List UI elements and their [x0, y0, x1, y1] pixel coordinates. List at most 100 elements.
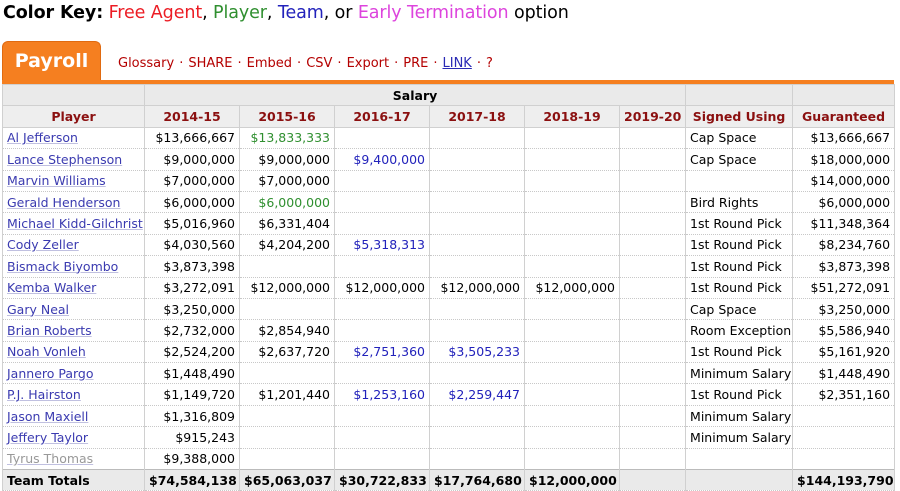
player-cell: P.J. Hairston — [2, 383, 145, 406]
tab-payroll[interactable]: Payroll — [2, 41, 101, 80]
link-link[interactable]: LINK — [442, 56, 472, 71]
column-header-2016-17[interactable]: 2016-17 — [334, 105, 430, 128]
signed-using-cell: 1st Round Pick — [685, 340, 794, 364]
salary-cell: $2,751,360 — [334, 340, 430, 364]
salary-cell — [239, 297, 335, 321]
salary-cell — [429, 212, 525, 235]
salary-cell — [334, 126, 430, 150]
salary-cell — [618, 233, 687, 257]
table-body: Al Jefferson $13,666,667 $13,833,333 Cap Sp… — [2, 126, 896, 491]
column-header-2015-16[interactable]: 2015-16 — [239, 105, 335, 128]
player-link[interactable]: Michael Kidd-Gilchrist — [7, 216, 143, 232]
player-link[interactable]: Marvin Williams — [7, 173, 106, 189]
header-row: Player 2014-15 2015-16 2016-17 2017-18 2… — [2, 105, 896, 128]
payroll-table: Salary Player 2014-15 2015-16 2016-17 20… — [2, 83, 896, 491]
column-header-2019-20[interactable]: 2019-20 — [618, 105, 687, 128]
salary-cell — [429, 190, 525, 214]
link-separator: · — [179, 56, 184, 71]
player-link[interactable]: Bismack Biyombo — [7, 258, 119, 274]
signed-using-cell: Room Exception — [685, 319, 794, 342]
signed-using-cell: 1st Round Pick — [685, 233, 794, 257]
salary-cell — [618, 255, 687, 278]
player-link[interactable]: Cody Zeller — [7, 237, 79, 253]
salary-value: $5,016,960 — [163, 216, 235, 232]
guaranteed-cell: $51,272,091 — [792, 276, 896, 299]
column-header-player[interactable]: Player — [2, 105, 145, 128]
signed-using-cell: Minimum Salary — [685, 404, 794, 428]
salary-cell — [334, 404, 430, 428]
player-link[interactable]: P.J. Hairston — [7, 387, 81, 403]
player-link[interactable]: Jason Maxiell — [7, 408, 89, 424]
column-header-guaranteed[interactable]: Guaranteed — [792, 105, 896, 128]
color-key-free-agent: Free Agent — [108, 3, 203, 23]
salary-value: $4,204,200 — [258, 237, 330, 253]
salary-value: $1,253,160 — [353, 387, 425, 403]
salary-value: $2,524,200 — [163, 344, 235, 360]
guaranteed-cell: $18,000,000 — [792, 148, 896, 171]
player-cell: Gary Neal — [2, 297, 145, 321]
salary-group-header: Salary — [143, 83, 687, 107]
salary-value: $13,666,667 — [155, 130, 235, 146]
signed-using-cell: Cap Space — [685, 148, 794, 171]
link-separator: · — [476, 56, 481, 71]
player-link[interactable]: Al Jefferson — [7, 130, 78, 146]
player-cell: Jannero Pargo — [2, 362, 145, 385]
salary-value: $6,331,404 — [258, 216, 330, 232]
salary-value: $9,388,000 — [163, 451, 235, 467]
total-signed-cell — [685, 469, 794, 491]
signed-using-cell: 1st Round Pick — [685, 212, 794, 235]
salary-value: $7,000,000 — [163, 173, 235, 189]
guaranteed-cell: $3,873,398 — [792, 255, 896, 278]
salary-value: $6,000,000 — [258, 194, 330, 210]
player-link[interactable]: Tyrus Thomas — [7, 451, 94, 467]
salary-value: $12,000,000 — [440, 280, 520, 296]
column-header-2017-18[interactable]: 2017-18 — [429, 105, 525, 128]
salary-cell — [429, 319, 525, 342]
player-link[interactable]: Jeffery Taylor — [7, 429, 89, 445]
link-export[interactable]: Export — [346, 56, 390, 71]
column-header-2014-15[interactable]: 2014-15 — [144, 105, 240, 128]
link-embed[interactable]: Embed — [246, 56, 293, 71]
color-key-suffix: option — [513, 3, 569, 23]
signed-using-cell: Cap Space — [685, 126, 794, 150]
total-salary-cell — [618, 469, 687, 491]
signed-using-cell: Minimum Salary — [685, 362, 794, 385]
link-csv[interactable]: CSV — [306, 56, 333, 71]
total-salary-cell: $65,063,037 — [239, 469, 335, 491]
link-help[interactable]: ? — [485, 56, 493, 71]
player-cell: Cody Zeller — [2, 233, 145, 257]
column-header-2018-19[interactable]: 2018-19 — [524, 105, 620, 128]
salary-cell — [429, 447, 525, 471]
player-link[interactable]: Gerald Henderson — [7, 194, 121, 210]
player-link[interactable]: Jannero Pargo — [7, 365, 94, 381]
salary-cell — [618, 340, 687, 364]
player-link[interactable]: Gary Neal — [7, 301, 70, 317]
guaranteed-cell: $5,161,920 — [792, 340, 896, 364]
link-separator: · — [394, 56, 399, 71]
salary-cell: $1,253,160 — [334, 383, 430, 406]
table-row: Noah Vonleh $2,524,200 $2,637,720 $2,751,36… — [2, 340, 896, 364]
player-link[interactable]: Kemba Walker — [7, 280, 97, 296]
player-link[interactable]: Noah Vonleh — [7, 344, 86, 360]
player-link[interactable]: Lance Stephenson — [7, 151, 123, 167]
column-header-signed-using[interactable]: Signed Using — [685, 105, 794, 128]
signed-using-cell — [685, 169, 794, 192]
link-glossary[interactable]: Glossary — [118, 56, 175, 71]
salary-cell: $4,204,200 — [239, 233, 335, 257]
salary-value: $1,201,440 — [258, 387, 330, 403]
link-separator: · — [433, 56, 438, 71]
salary-value: $2,259,447 — [448, 387, 520, 403]
salary-value: $7,000,000 — [258, 173, 330, 189]
link-pre[interactable]: PRE — [403, 56, 429, 71]
salary-value: $6,000,000 — [163, 194, 235, 210]
salary-cell — [618, 169, 687, 192]
salary-cell — [618, 447, 687, 471]
salary-value: $2,732,000 — [163, 322, 235, 338]
table-row: Bismack Biyombo $3,873,398 1st Round Pick $… — [2, 255, 896, 278]
link-share[interactable]: SHARE — [188, 56, 233, 71]
table-row: Kemba Walker $3,272,091 $12,000,000 $12,000… — [2, 276, 896, 299]
signed-using-cell: 1st Round Pick — [685, 383, 794, 406]
salary-cell — [524, 362, 620, 385]
player-link[interactable]: Brian Roberts — [7, 322, 92, 338]
salary-cell — [239, 362, 335, 385]
